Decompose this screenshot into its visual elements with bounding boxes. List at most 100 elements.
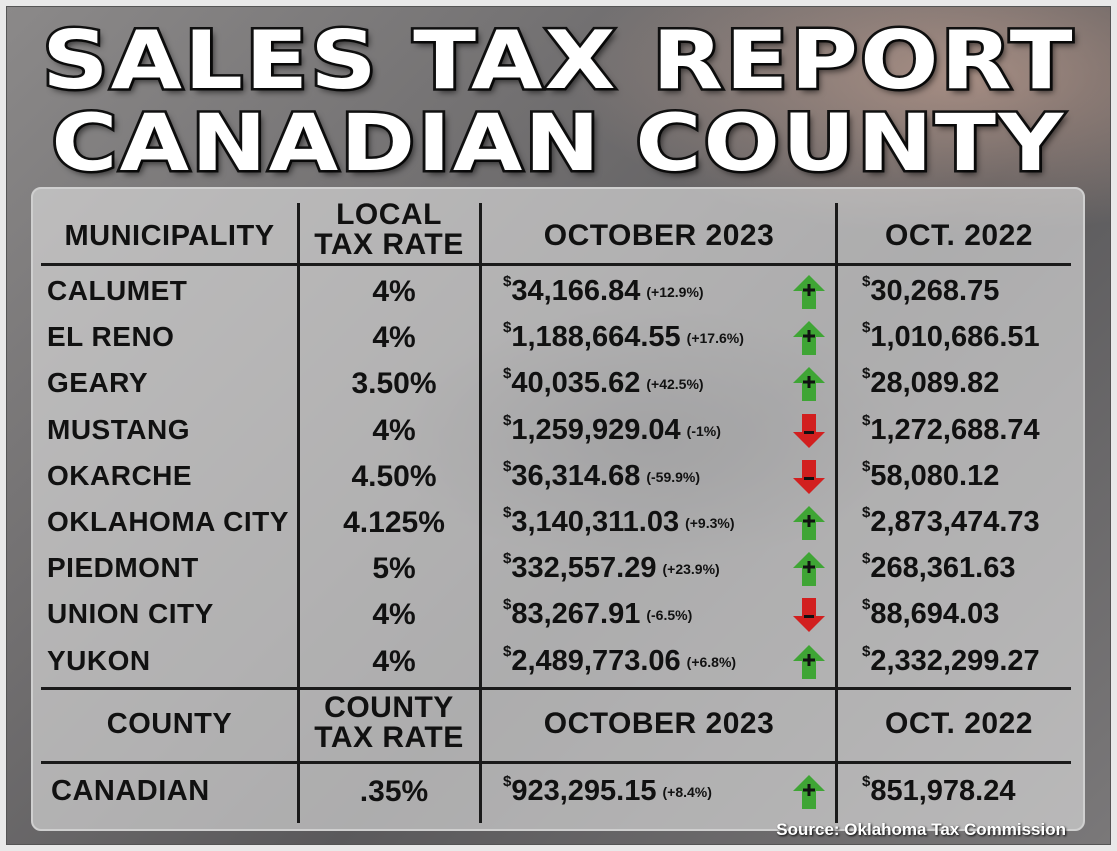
header-rule — [41, 263, 1071, 266]
header-local-rate-line1: LOCAL — [336, 198, 442, 231]
municipality-name: EL RENO — [47, 321, 175, 352]
previous-amount: $30,268.75 — [862, 273, 1000, 308]
section-rule — [41, 687, 1071, 690]
local-tax-rate: 5% — [372, 552, 416, 585]
currency-symbol: $ — [503, 412, 512, 429]
percent-change: (+12.9%) — [646, 284, 704, 301]
previous-value: 2,873,474.73 — [870, 506, 1040, 538]
source-credit: Source: Oklahoma Tax Commission — [776, 820, 1066, 839]
currency-symbol: $ — [503, 273, 512, 290]
percent-change: (+42.5%) — [646, 376, 704, 393]
column-divider-3 — [835, 203, 838, 823]
current-amount: $1,188,664.55 (+17.6%) — [503, 319, 744, 354]
current-value: 3,140,311.03 — [511, 506, 680, 538]
percent-change: (+17.6%) — [686, 330, 744, 347]
county-rate: .35% — [359, 775, 429, 808]
local-tax-rate: 4% — [372, 275, 416, 308]
header-county-oct-2022: OCT. 2022 — [885, 707, 1033, 740]
currency-symbol: $ — [503, 643, 512, 660]
percent-change: (+9.3%) — [685, 515, 735, 532]
municipality-name: YUKON — [47, 645, 151, 676]
previous-value: 2,332,299.27 — [870, 645, 1040, 677]
municipality-name: OKLAHOMA CITY — [47, 506, 289, 537]
current-value: 2,489,773.06 — [511, 645, 681, 677]
current-amount: $3,140,311.03 (+9.3%) — [503, 504, 735, 539]
municipality-name: MUSTANG — [47, 414, 190, 445]
down-arrow-icon — [793, 460, 825, 494]
municipality-name: PIEDMONT — [47, 552, 199, 583]
current-amount: $83,267.91 (-6.5%) — [503, 596, 693, 631]
header-county-rate-line1: COUNTY — [324, 691, 454, 724]
county-current-amount: $923,295.15 (+8.4%) — [503, 773, 712, 808]
up-arrow-icon — [793, 775, 825, 809]
previous-value: 30,268.75 — [870, 275, 1000, 307]
percent-change: (-1%) — [686, 423, 721, 440]
header-county: COUNTY — [106, 708, 233, 740]
local-tax-rate: 4% — [372, 645, 416, 678]
local-tax-rate: 4% — [372, 414, 416, 447]
local-tax-rate: 4.50% — [351, 460, 437, 493]
previous-amount: $88,694.03 — [862, 596, 999, 631]
percent-change: (-6.5%) — [646, 607, 693, 624]
up-arrow-icon — [793, 275, 825, 309]
county-change: (+8.4%) — [662, 784, 712, 801]
up-arrow-icon — [793, 645, 825, 679]
current-value: 36,314.68 — [511, 460, 641, 492]
currency-symbol: $ — [503, 550, 512, 567]
local-tax-rate: 4.125% — [343, 506, 445, 539]
current-amount: $2,489,773.06 (+6.8%) — [503, 643, 737, 678]
county-previous-amount: $851,978.24 — [862, 773, 1016, 808]
local-tax-rate: 4% — [372, 321, 416, 354]
percent-change: (+23.9%) — [662, 561, 720, 578]
local-tax-rate: 4% — [372, 598, 416, 631]
currency-symbol: $ — [862, 596, 871, 613]
county-header-rule — [41, 761, 1071, 764]
currency-symbol: $ — [862, 643, 871, 660]
municipality-name: OKARCHE — [47, 460, 193, 491]
up-arrow-icon — [793, 321, 825, 355]
previous-amount: $2,332,299.27 — [862, 643, 1040, 678]
previous-amount: $28,089.82 — [862, 365, 1000, 400]
previous-amount: $268,361.63 — [862, 550, 1016, 585]
title-line-1: SALES TAX REPORT — [39, 14, 1075, 107]
tax-table-panel — [31, 187, 1085, 831]
currency-symbol: $ — [503, 319, 512, 336]
currency-symbol: $ — [503, 458, 512, 475]
previous-value: 28,089.82 — [870, 367, 1000, 399]
header-oct-2022: OCT. 2022 — [885, 219, 1033, 252]
currency-symbol: $ — [862, 273, 871, 290]
up-arrow-icon — [793, 552, 825, 586]
header-municipality: MUNICIPALITY — [64, 220, 275, 252]
current-value: 40,035.62 — [511, 367, 641, 399]
header-county-rate-line2: TAX RATE — [314, 721, 464, 754]
current-amount: $332,557.29 (+23.9%) — [503, 550, 720, 585]
column-divider-2 — [479, 203, 482, 823]
header-county-october-2023: OCTOBER 2023 — [543, 707, 775, 740]
currency-symbol: $ — [503, 504, 512, 521]
title-line-2: CANADIAN COUNTY — [49, 99, 1066, 189]
sales-tax-poster: SALES TAX REPORT CANADIAN COUNTY MUNICIP… — [6, 6, 1111, 845]
previous-amount: $1,010,686.51 — [862, 319, 1040, 354]
down-arrow-icon — [793, 414, 825, 448]
current-value: 332,557.29 — [511, 552, 657, 584]
previous-value: 58,080.12 — [870, 460, 1000, 492]
current-amount: $34,166.84 (+12.9%) — [503, 273, 704, 308]
previous-value: 1,272,688.74 — [870, 414, 1040, 446]
previous-amount: $58,080.12 — [862, 458, 1000, 493]
previous-value: 268,361.63 — [870, 552, 1016, 584]
currency-symbol: $ — [862, 319, 871, 336]
currency-symbol: $ — [862, 365, 871, 382]
current-amount: $36,314.68 (-59.9%) — [503, 458, 700, 493]
column-divider-1 — [297, 203, 300, 823]
previous-value: 1,010,686.51 — [870, 321, 1040, 353]
current-amount: $1,259,929.04 (-1%) — [503, 412, 721, 447]
currency-symbol: $ — [862, 412, 871, 429]
current-value: 1,259,929.04 — [511, 414, 681, 446]
down-arrow-icon — [793, 598, 825, 632]
municipality-name: UNION CITY — [47, 598, 214, 629]
municipality-name: CALUMET — [47, 275, 188, 306]
currency-symbol: $ — [503, 773, 512, 790]
percent-change: (+6.8%) — [686, 654, 737, 671]
currency-symbol: $ — [862, 458, 871, 475]
municipality-name: GEARY — [47, 367, 149, 398]
